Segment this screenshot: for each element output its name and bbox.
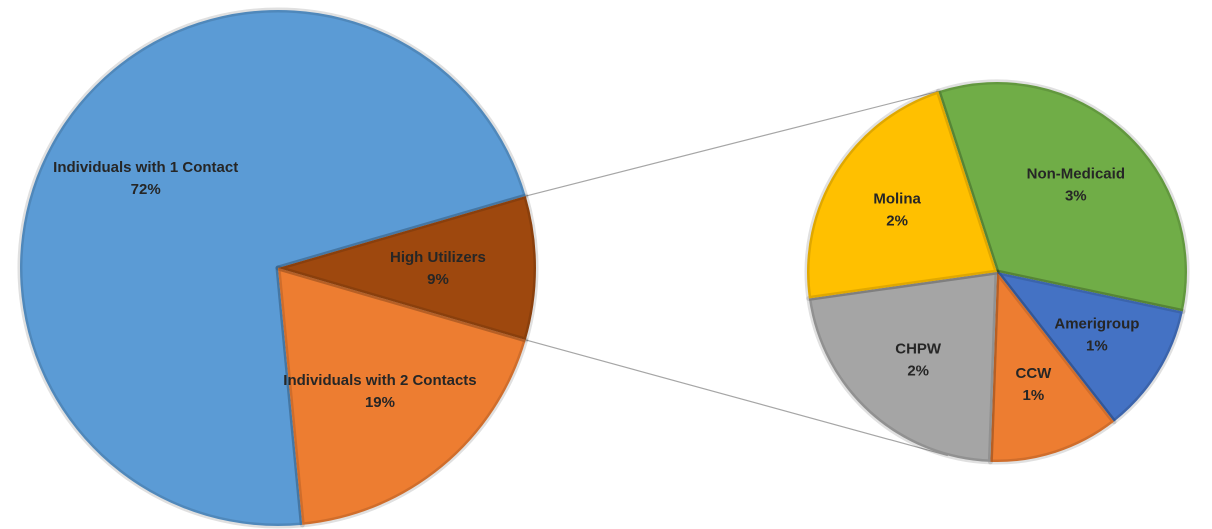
slice-label: Amerigroup [1054, 315, 1139, 332]
pie-slice [806, 269, 1000, 465]
slice-label: Non-Medicaid [1027, 165, 1125, 182]
connector-line [525, 90, 939, 197]
slice-value-label: 19% [365, 394, 395, 411]
pie-slice [804, 88, 1000, 301]
slice-value-label: 2% [886, 213, 908, 230]
slice-value-label: 1% [1086, 337, 1108, 354]
slice-label: Individuals with 2 Contacts [283, 372, 476, 389]
pie-slice [275, 265, 529, 528]
slice-label: CHPW [895, 341, 942, 358]
pie-slice [275, 193, 539, 343]
slice-value-label: 1% [1023, 387, 1045, 404]
slice-value-label: 3% [1065, 187, 1087, 204]
pie-slice [994, 269, 1186, 425]
slice-value-label: 72% [131, 181, 161, 198]
pie-slice [935, 79, 1190, 315]
slice-label: CCW [1015, 365, 1052, 382]
pie-slice [987, 269, 1117, 465]
slice-value-label: 9% [427, 271, 449, 288]
slice-label: High Utilizers [390, 249, 486, 266]
slice-label: Individuals with 1 Contact [53, 159, 238, 176]
pie-slice [17, 7, 529, 529]
connector-line [525, 339, 948, 457]
slice-label: Molina [873, 191, 921, 208]
slice-value-label: 2% [907, 363, 929, 380]
